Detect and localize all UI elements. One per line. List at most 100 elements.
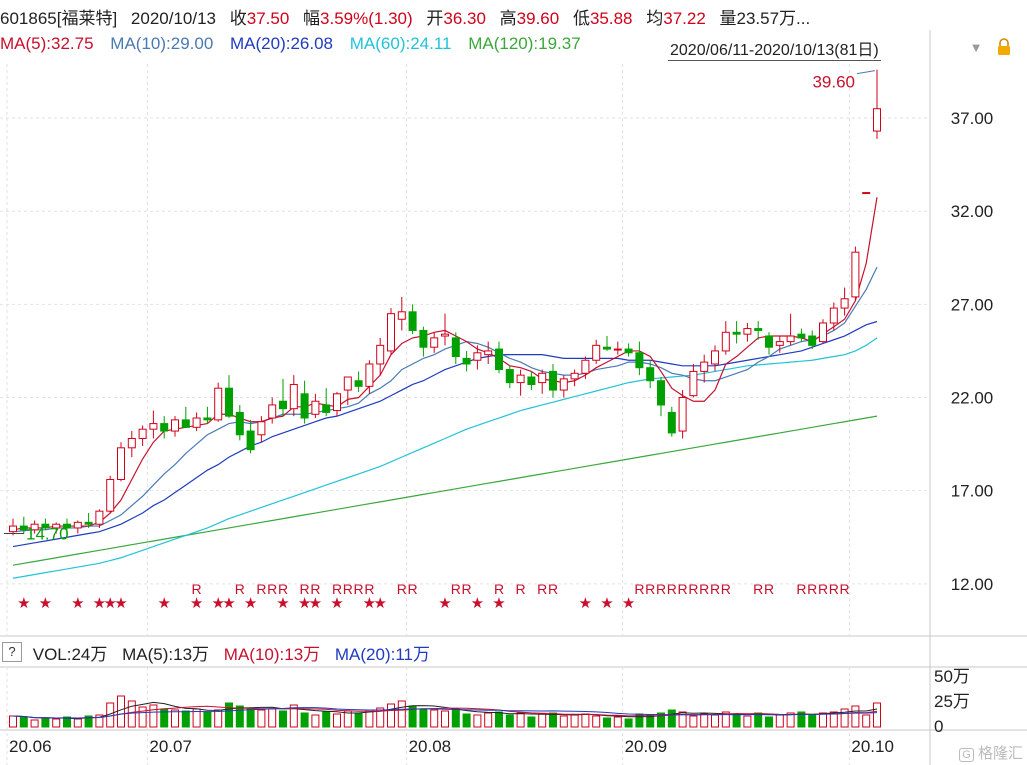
volume-bar-up [127,700,136,728]
ma20-line [12,320,878,548]
candle-down [732,331,741,335]
signal-star: ★ [471,595,484,612]
y-tick-label: 22.00 [951,389,994,408]
change-field: 幅3.59%(1.30) [303,9,413,28]
volume-bar-up [376,707,385,728]
volume-bar-up [52,718,61,728]
lock-icon[interactable] [995,38,1013,55]
candle-down [300,393,309,419]
volume-bar-down [732,713,741,728]
candle-up [192,417,201,428]
date-range[interactable]: 2020/06/11-2020/10/13(81日) [668,36,881,61]
signal-r: R [364,581,374,597]
candle-down [797,333,806,339]
volume-bar-up [559,715,568,728]
question-icon[interactable]: ? [2,642,22,662]
candle-up [9,525,17,533]
signal-r: R [300,581,310,597]
candle-up [289,383,298,410]
vol-tick-label: 25万 [934,692,970,711]
signal-r: R [678,581,688,597]
signal-r: R [645,581,655,597]
volume-bar-down [19,716,28,728]
volume-bar-up [829,711,838,728]
ma10-legend[interactable]: MA(10):29.00 [110,34,214,53]
volume-bar-down [667,709,676,728]
volume-bar-up [711,714,719,728]
signal-r: R [343,581,353,597]
quote-date: 2020/10/13 [130,9,217,28]
volume-bar-down [527,716,536,728]
candle-down [63,523,71,529]
close-field: 收37.50 [229,9,290,28]
candle-up [711,350,719,365]
signal-star: ★ [93,595,106,612]
volume-bar-down [808,714,817,728]
volume-bar-up [851,705,860,728]
candle-up [127,438,136,449]
volume-bar-down [322,711,331,728]
signal-star: ★ [276,595,289,612]
volume-bar-up [149,704,158,728]
watermark: G 格隆汇 [959,742,1023,763]
volume-bar-up [516,712,525,728]
candle-down [451,337,460,358]
volume-bar-up [743,715,752,728]
signal-star: ★ [579,595,592,612]
low-annotation: 14.70 [26,525,69,544]
volume-bar-down [646,714,655,728]
candle-up [441,333,449,337]
candle-up [257,421,266,436]
candle-down [754,328,763,331]
y-tick-label: 27.00 [951,295,994,314]
candle-up [397,311,406,320]
candle-down [657,380,665,406]
volume-bar-down [765,716,773,728]
candle-down [646,367,655,382]
signal-r: R [235,581,245,597]
candle-down [765,335,773,348]
candle-up [214,387,223,421]
volume-bar-up [592,715,601,728]
candle-up [311,400,320,415]
y-tick-label: 32.00 [951,202,994,221]
signal-star: ★ [244,595,257,612]
signal-star: ★ [190,595,203,612]
candle-up [851,251,860,298]
candle-up [775,341,784,346]
signal-star: ★ [211,595,224,612]
ma120-line [12,415,878,566]
volume-bar-up [311,714,320,728]
candle-up [333,393,341,412]
ma5-legend[interactable]: MA(5):32.75 [0,34,94,53]
volume-bar-up [73,718,82,728]
candle-up [678,397,687,432]
ma-legend: MA(5):32.75 MA(10):29.00 MA(20):26.08 MA… [0,34,593,54]
ma10-line [12,266,878,533]
signal-r: R [764,581,774,597]
candle-up [592,344,601,361]
signal-r: R [688,581,698,597]
volume-bar-up [840,708,849,728]
volume-bar-down [603,717,611,728]
signal-star: ★ [17,595,30,612]
volume-bar-down [549,712,557,728]
vol-ma10: MA(10):13万 [223,645,321,664]
ma60-legend[interactable]: MA(60):24.11 [349,34,452,53]
volume-bar-up [786,712,795,728]
signal-r: R [537,581,547,597]
chevron-down-icon[interactable]: ▼ [969,40,983,55]
candle-up [689,370,698,397]
high-annotation-arrow [856,70,876,75]
candle-up [484,350,493,356]
ma120-legend[interactable]: MA(120):19.37 [468,34,581,53]
candle-down [19,525,28,531]
ma20-legend[interactable]: MA(20):26.08 [230,34,334,53]
volume-bar-up [538,713,547,728]
candle-down [495,348,503,371]
volume-bar-up [873,702,881,728]
candle-up [430,337,439,348]
volume-bar-up [819,712,827,728]
candle-up [613,348,622,351]
